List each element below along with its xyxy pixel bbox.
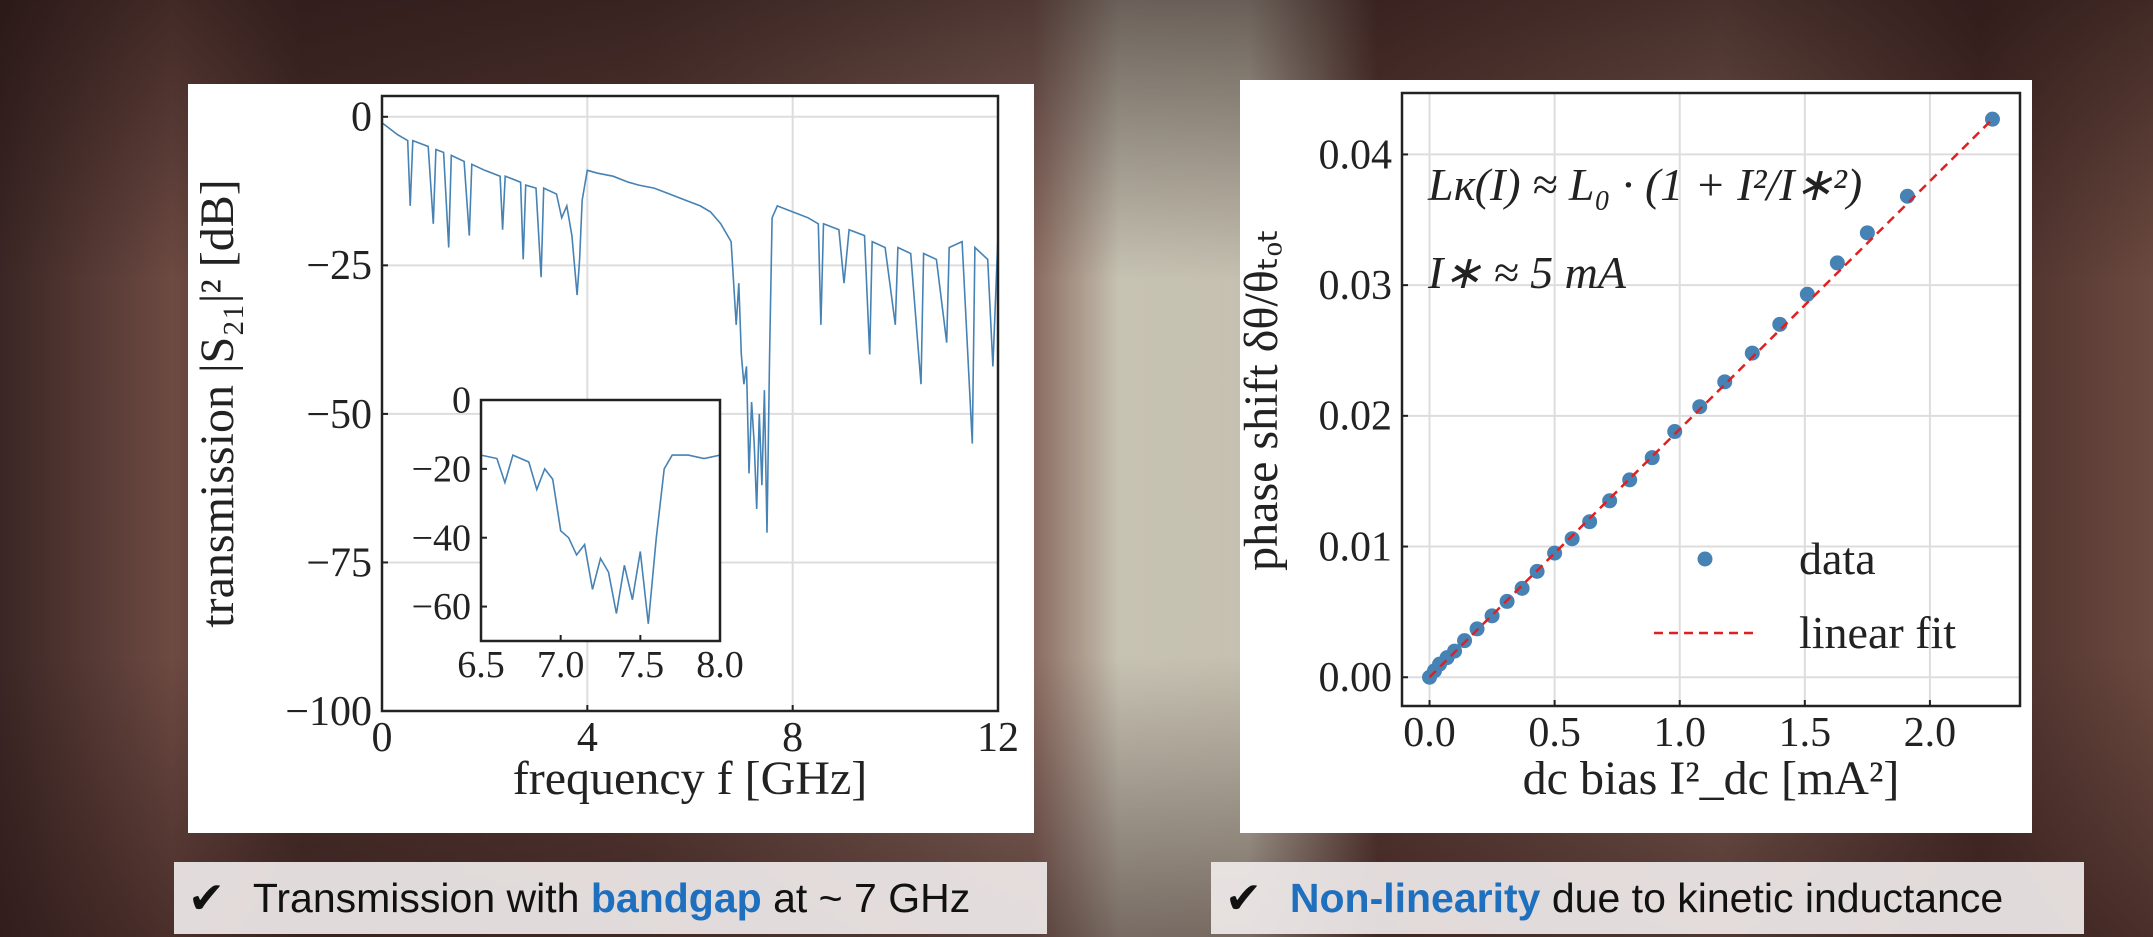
x-tick-label: 0.0 [1403,710,1456,756]
y-tick-label: 0 [452,380,471,422]
fit-line [1428,118,1994,679]
x-tick-label: 0.5 [1528,710,1581,756]
data-point [1899,188,1915,204]
right-panel [1240,80,2032,833]
y-tick-label: 0.00 [1319,655,1393,701]
data-point [1564,531,1580,547]
x-tick-label: 0 [372,715,393,761]
y-tick-label: −40 [412,517,471,559]
data-point [1799,286,1815,302]
y-axis-label: phase shift δθ/θₜₒₜ [1235,228,1288,571]
inset-background [481,400,720,641]
legend-label: linear fit [1799,607,1956,658]
y-tick-label: −20 [412,448,471,490]
x-tick-label: 12 [977,715,1019,761]
data-point [1744,345,1760,361]
y-tick-label: 0 [351,95,372,141]
x-tick-label: 4 [577,715,598,761]
x-tick-label: 8.0 [696,644,744,686]
data-point [1667,424,1683,440]
y-tick-label: 0.01 [1319,524,1393,570]
y-tick-label: −25 [306,243,372,289]
x-tick-label: 7.0 [537,644,585,686]
x-tick-label: 1.5 [1779,710,1832,756]
caption-text: at ~ 7 GHz [773,874,971,921]
spectrum-line [480,454,721,624]
x-tick-label: 1.0 [1653,710,1706,756]
spectrum-line [381,122,999,533]
y-tick-label: 0.03 [1319,263,1393,309]
y-tick-label: −60 [412,586,471,628]
caption-highlight: Non-linearity [1289,874,1541,921]
caption-highlight: bandgap [590,874,762,921]
data-point [1829,255,1845,271]
caption-right: ✔ Non-linearity due to kinetic inductance [1211,862,2084,934]
caption-text: Transmission with [252,874,580,921]
y-tick-label: 0.04 [1319,132,1393,178]
caption-left: ✔ Transmission with bandgap at ~ 7 GHz [174,862,1047,934]
axes-frame [479,398,722,643]
data-point [1457,633,1473,649]
caption-text: due to kinetic inductance [1551,874,2004,921]
legend-label: data [1799,533,1876,584]
data-point [1772,316,1788,332]
data-point [1514,580,1530,596]
data-point [1582,514,1598,530]
data-point [1859,225,1875,241]
data-point [1602,493,1618,509]
x-tick-label: 8 [782,715,803,761]
annotation: I∗ ≈ 5 mA [1427,247,1627,298]
x-tick-label: 6.5 [457,644,505,686]
x-tick-label: 2.0 [1904,710,1957,756]
check-icon: ✔ [188,873,225,923]
axes-frame [380,94,1000,713]
x-axis-label: dc bias I²_dc [mA²] [1523,752,1900,805]
y-tick-label: −50 [306,392,372,438]
data-point [1692,399,1708,415]
data-point [1717,374,1733,390]
y-axis-label: transmission |S₂₁|² [dB] [191,179,244,627]
annotation: Lᴋ(I) ≈ L₀ · (1 + I²/I∗²) [1427,159,1862,210]
check-icon: ✔ [1225,873,1262,923]
y-tick-label: −75 [306,540,372,586]
x-axis-label: frequency f [GHz] [513,752,867,805]
legend-marker [1697,551,1713,567]
y-tick-label: 0.02 [1319,394,1393,440]
axes-frame [1400,91,2022,708]
x-tick-label: 7.5 [617,644,665,686]
y-tick-label: −100 [285,689,372,735]
